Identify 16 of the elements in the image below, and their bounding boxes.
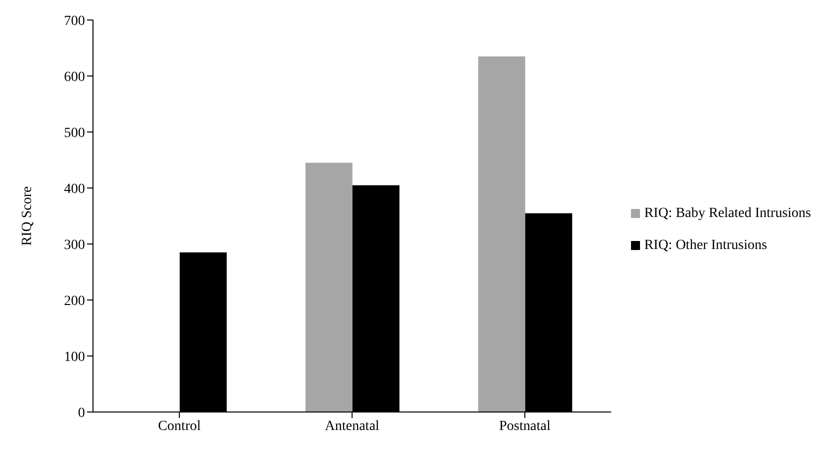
y-tick-label: 600	[64, 70, 85, 85]
legend-label: RIQ: Baby Related Intrusions	[644, 206, 811, 221]
x-tick-label: Postnatal	[499, 418, 551, 434]
y-axis-title: RIQ Score	[20, 186, 35, 246]
y-tick-label: 500	[64, 126, 85, 141]
y-tick-label: 100	[64, 350, 85, 365]
x-tick-label: Antenatal	[324, 418, 380, 434]
y-tick-label: 300	[64, 238, 85, 253]
y-tick-label: 0	[78, 406, 85, 421]
x-tick-label: Control	[158, 418, 201, 434]
y-tick-label: 200	[64, 294, 85, 309]
legend-label: RIQ: Other Intrusions	[644, 238, 768, 253]
bar	[305, 162, 352, 412]
bar	[478, 56, 526, 412]
y-tick-label: 400	[64, 182, 85, 197]
y-tick-label: 700	[64, 14, 85, 29]
